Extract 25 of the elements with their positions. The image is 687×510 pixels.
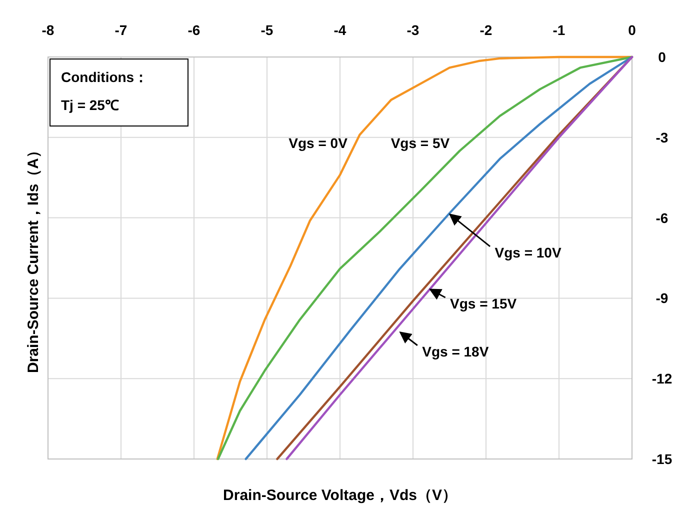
y-tick-label: -15: [652, 451, 672, 467]
y-tick-label: -12: [652, 370, 672, 387]
x-axis-title: Drain-Source Voltage，Vds（V）: [223, 487, 457, 504]
annotation: Vgs = 15V: [450, 295, 518, 312]
annotation: Vgs = 10V: [494, 244, 562, 260]
x-tick-label: -8: [42, 22, 54, 38]
annotation: Vgs = 0V: [288, 134, 348, 151]
y-axis-title: Drain-Source Current，Ids（A）: [25, 142, 42, 374]
annotation: Tj = 25℃: [61, 97, 119, 113]
x-tick-label: 0: [628, 22, 636, 38]
x-tick-label: -1: [552, 22, 566, 38]
y-tick-label: -3: [656, 129, 668, 146]
y-tick-label: -6: [656, 210, 668, 226]
x-tick-label: -7: [114, 22, 128, 38]
annotation: Vgs = 18V: [422, 343, 490, 360]
annotation: Conditions：: [61, 69, 148, 85]
x-tick-label: -4: [334, 22, 346, 38]
x-tick-label: -5: [260, 22, 274, 38]
y-tick-label: -9: [656, 290, 668, 306]
conditions-box: Conditions： Tj = 25℃: [50, 58, 188, 126]
annotation: Vgs = 5V: [390, 134, 450, 151]
y-tick-label: 0: [658, 49, 666, 65]
x-tick-label: -6: [188, 22, 200, 38]
x-tick-label: -2: [480, 22, 492, 38]
x-tick-label: -3: [406, 22, 420, 38]
